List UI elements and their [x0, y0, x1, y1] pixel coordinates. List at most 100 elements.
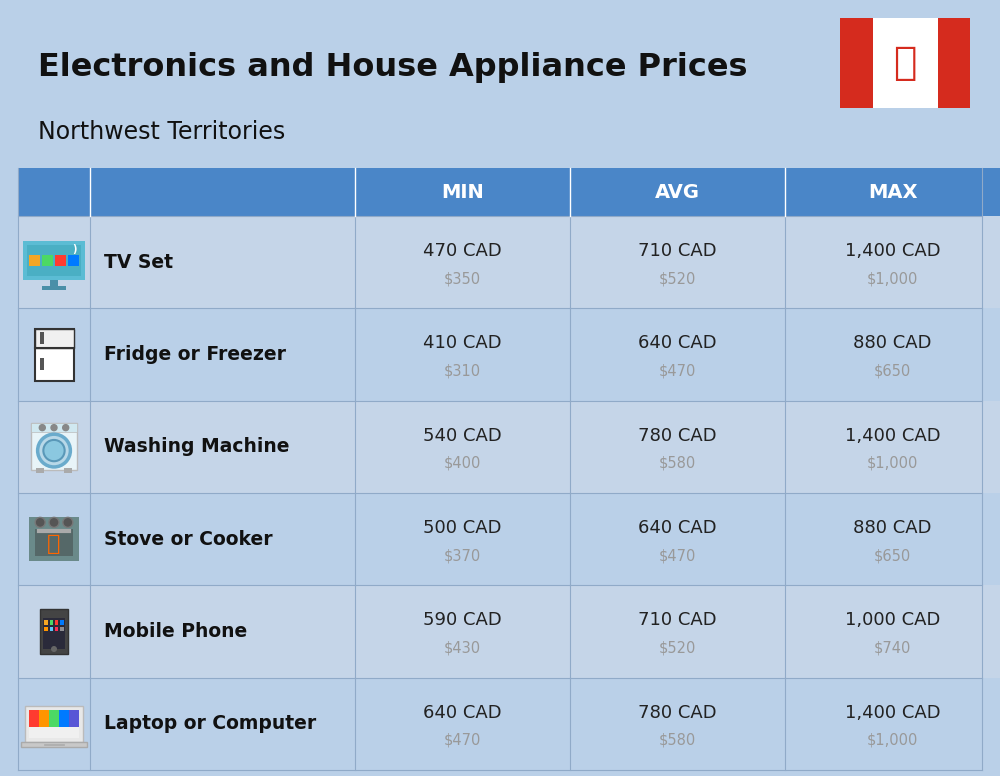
Bar	[355, 216, 570, 308]
Bar	[18, 493, 90, 585]
Bar	[27, 244, 81, 275]
Text: AVG: AVG	[655, 182, 700, 202]
Text: 1,000 CAD: 1,000 CAD	[845, 611, 940, 629]
Bar	[570, 308, 785, 400]
Circle shape	[63, 518, 73, 528]
Text: 590 CAD: 590 CAD	[423, 611, 502, 629]
Text: MIN: MIN	[441, 182, 484, 202]
Text: $470: $470	[444, 733, 481, 748]
Text: 880 CAD: 880 CAD	[853, 519, 932, 537]
Text: 640 CAD: 640 CAD	[638, 519, 717, 537]
Text: $470: $470	[659, 364, 696, 379]
Bar	[90, 168, 355, 216]
Bar	[18, 308, 90, 400]
Bar	[18, 585, 90, 677]
Text: $400: $400	[444, 456, 481, 471]
Text: 1,400 CAD: 1,400 CAD	[845, 704, 940, 722]
Text: 1,400 CAD: 1,400 CAD	[845, 242, 940, 260]
Text: 710 CAD: 710 CAD	[638, 611, 717, 629]
Text: 🔥: 🔥	[47, 534, 61, 553]
Bar	[31, 424, 77, 432]
Bar	[355, 168, 570, 216]
Bar	[90, 585, 355, 677]
Text: 500 CAD: 500 CAD	[423, 519, 502, 537]
Bar	[40, 359, 44, 370]
Text: 410 CAD: 410 CAD	[423, 334, 502, 352]
Bar	[29, 517, 79, 561]
Bar	[34, 328, 74, 380]
Bar	[90, 493, 355, 585]
Bar	[42, 255, 53, 265]
Circle shape	[43, 440, 65, 461]
Text: $520: $520	[659, 641, 696, 656]
Bar	[785, 400, 1000, 493]
Bar	[840, 18, 970, 108]
Bar	[55, 626, 58, 631]
Text: 🍁: 🍁	[893, 44, 917, 82]
Bar	[64, 468, 72, 473]
Bar	[55, 620, 58, 625]
Bar	[50, 280, 58, 286]
Bar	[55, 255, 66, 265]
Bar	[50, 626, 53, 631]
Bar	[36, 468, 44, 473]
Bar	[31, 424, 77, 470]
Bar	[90, 308, 355, 400]
Circle shape	[49, 518, 59, 528]
Bar	[40, 609, 68, 654]
Bar	[42, 286, 66, 289]
Bar	[570, 400, 785, 493]
Bar	[355, 400, 570, 493]
Bar	[355, 585, 570, 677]
Bar	[23, 241, 85, 280]
Bar	[39, 709, 49, 726]
Text: 640 CAD: 640 CAD	[423, 704, 502, 722]
Bar	[90, 216, 355, 308]
Text: $650: $650	[874, 364, 911, 379]
Bar	[785, 493, 1000, 585]
Text: $1,000: $1,000	[867, 456, 918, 471]
Circle shape	[51, 646, 57, 652]
Bar	[68, 255, 79, 265]
Circle shape	[35, 518, 45, 528]
Bar	[29, 255, 40, 265]
Bar	[570, 677, 785, 770]
Text: $580: $580	[659, 733, 696, 748]
Text: $1,000: $1,000	[867, 733, 918, 748]
Bar	[785, 677, 1000, 770]
Bar	[570, 216, 785, 308]
Bar	[355, 677, 570, 770]
Bar	[34, 328, 74, 348]
Bar	[18, 168, 90, 216]
Text: 710 CAD: 710 CAD	[638, 242, 717, 260]
Text: Fridge or Freezer: Fridge or Freezer	[104, 345, 286, 364]
Text: 640 CAD: 640 CAD	[638, 334, 717, 352]
Circle shape	[63, 424, 69, 431]
Text: 1,400 CAD: 1,400 CAD	[845, 427, 940, 445]
Text: $310: $310	[444, 364, 481, 379]
Bar	[570, 168, 785, 216]
Bar	[29, 709, 79, 738]
Bar	[44, 620, 48, 625]
Bar	[60, 626, 64, 631]
Bar	[18, 677, 90, 770]
Bar	[785, 308, 1000, 400]
Bar	[840, 18, 872, 108]
Text: Stove or Cooker: Stove or Cooker	[104, 530, 273, 549]
Text: TV Set: TV Set	[104, 253, 173, 272]
Bar	[785, 168, 1000, 216]
Text: MAX: MAX	[868, 182, 917, 202]
Text: $580: $580	[659, 456, 696, 471]
Bar	[18, 400, 90, 493]
Text: 780 CAD: 780 CAD	[638, 704, 717, 722]
Bar	[43, 618, 65, 649]
Text: $650: $650	[874, 549, 911, 563]
Text: ): )	[73, 244, 77, 254]
Text: Electronics and House Appliance Prices: Electronics and House Appliance Prices	[38, 52, 748, 83]
Bar	[90, 400, 355, 493]
Bar	[355, 308, 570, 400]
Text: $740: $740	[874, 641, 911, 656]
Text: 780 CAD: 780 CAD	[638, 427, 717, 445]
Bar	[785, 216, 1000, 308]
Text: $370: $370	[444, 549, 481, 563]
